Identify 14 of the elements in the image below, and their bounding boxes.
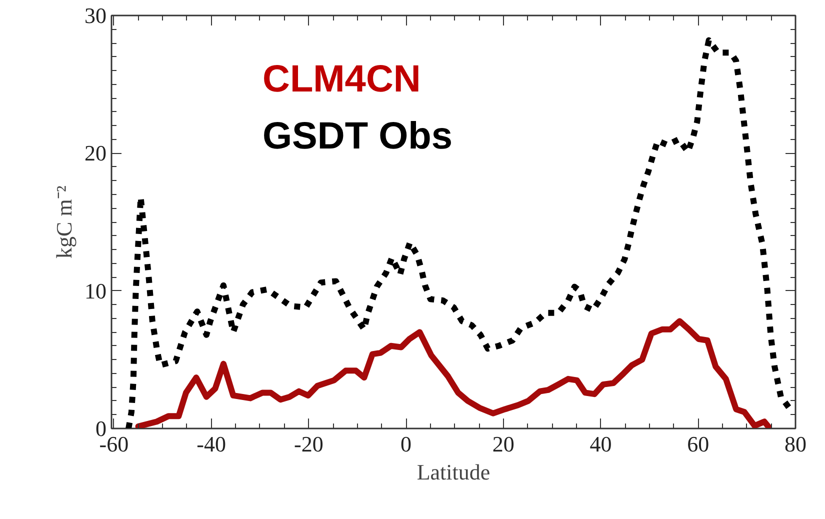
y-tick-label: 10 <box>84 278 106 304</box>
x-axis-title: Latitude <box>416 460 490 484</box>
x-tick-label: 20 <box>492 432 514 456</box>
x-tick-label: 60 <box>687 432 710 456</box>
x-tick-label: -40 <box>196 432 226 456</box>
y-axis-title: kgC m⁻² <box>52 185 76 258</box>
y-tick-label: 30 <box>84 3 106 28</box>
x-tick-label: 80 <box>784 432 806 456</box>
text: GSDT Obs <box>262 116 453 158</box>
x-tick-label: 0 <box>400 432 412 456</box>
text: CLM4CN <box>262 58 421 100</box>
y-tick-label: 20 <box>84 140 106 166</box>
x-tick-label: 40 <box>590 432 612 456</box>
x-tick-label: -20 <box>294 432 324 456</box>
